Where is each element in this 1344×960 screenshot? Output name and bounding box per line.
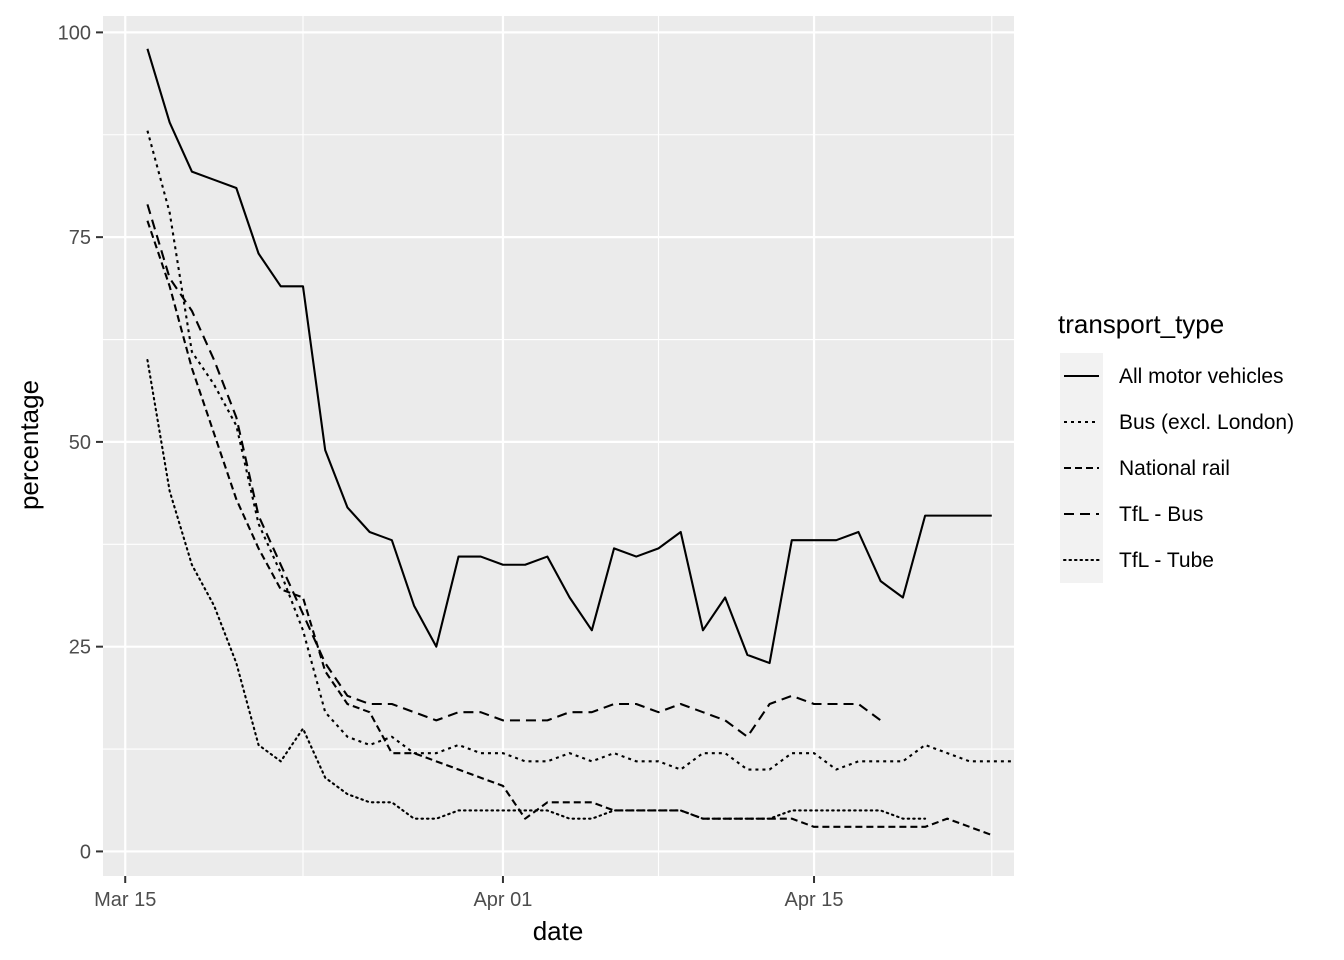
y-tick-label: 100 — [58, 22, 91, 44]
legend-label: National rail — [1119, 457, 1230, 480]
legend-label: TfL - Bus — [1119, 503, 1203, 526]
y-tick-label: 50 — [69, 432, 91, 454]
legend-key-background — [1060, 399, 1103, 445]
y-tick-label: 75 — [69, 227, 91, 249]
x-tick-label: Apr 01 — [473, 889, 532, 911]
axes: 0 25 50 75 100 Mar 15 Apr 01 Apr 15 — [58, 22, 844, 911]
y-tick-label: 0 — [80, 841, 91, 863]
x-tick-label: Apr 15 — [785, 889, 844, 911]
legend-label: Bus (excl. London) — [1119, 411, 1294, 434]
legend-title: transport_type — [1058, 309, 1224, 339]
x-tick-label: Mar 15 — [94, 889, 156, 911]
series-line-4 — [146, 204, 882, 738]
series-line-5 — [146, 358, 927, 820]
legend: transport_type All motor vehicles Bus (ex… — [1058, 309, 1294, 583]
plot-panel — [103, 16, 1014, 876]
y-tick-label: 25 — [69, 637, 91, 659]
series-line-2 — [146, 130, 1014, 771]
series-lines — [146, 48, 1014, 837]
x-axis-title: date — [533, 916, 584, 946]
series-line-3 — [146, 220, 993, 837]
series-line-1 — [146, 48, 992, 665]
legend-label: TfL - Tube — [1119, 549, 1214, 572]
grid — [103, 16, 1014, 876]
panel-background — [103, 16, 1014, 876]
legend-label: All motor vehicles — [1119, 365, 1284, 388]
y-axis-title: percentage — [14, 380, 44, 510]
